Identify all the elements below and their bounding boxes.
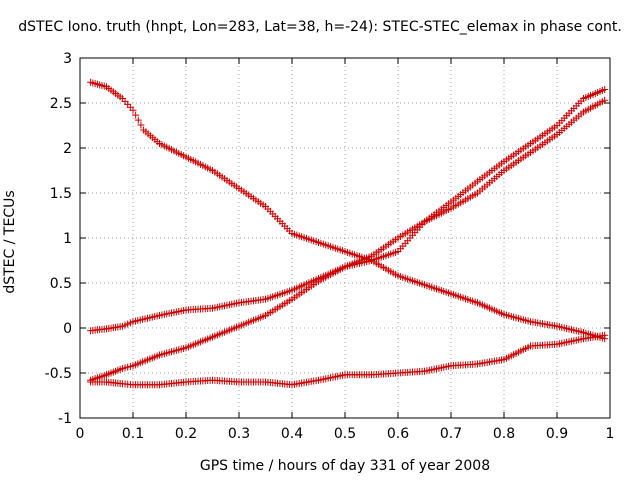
x-tick-label: 0.8	[493, 426, 515, 442]
y-tick-label: 2.5	[50, 96, 72, 112]
series-3	[87, 86, 609, 384]
x-tick-label: 0.9	[546, 426, 568, 442]
y-tick-label: 1	[63, 231, 72, 247]
y-tick-label: 1.5	[50, 186, 72, 202]
grid-lines	[80, 58, 610, 418]
data-point	[132, 111, 140, 119]
y-tick-label: -0.5	[45, 366, 72, 382]
x-tick-label: 0.3	[228, 426, 250, 442]
series-1	[87, 78, 609, 343]
y-tick-label: 3	[63, 51, 72, 67]
x-tick-label: 0.6	[387, 426, 409, 442]
data-point	[601, 331, 609, 339]
data-markers	[87, 78, 609, 389]
x-tick-label: 0.4	[281, 426, 303, 442]
data-point	[601, 96, 609, 104]
data-point	[134, 116, 142, 124]
x-tick-label: 0	[76, 426, 85, 442]
series-4	[87, 331, 609, 389]
chart-title: dSTEC Iono. truth (hnpt, Lon=283, Lat=38…	[18, 19, 622, 35]
x-tick-label: 0.7	[440, 426, 462, 442]
x-tick-label: 1	[606, 426, 615, 442]
x-tick-label: 0.1	[122, 426, 144, 442]
data-point	[601, 86, 609, 93]
data-point	[129, 106, 137, 114]
y-tick-label: -1	[58, 411, 72, 427]
y-tick-label: 0	[63, 321, 72, 337]
series-2	[87, 96, 609, 335]
data-point	[137, 121, 145, 129]
x-axis-label: GPS time / hours of day 331 of year 2008	[199, 458, 491, 474]
y-tick-label: 0.5	[50, 276, 72, 292]
y-axis-label: dSTEC / TECUs	[2, 190, 18, 294]
y-tick-label: 2	[63, 141, 72, 157]
x-tick-label: 0.2	[175, 426, 197, 442]
axis-ticks: 0 0.1 0.2 0.3 0.4 0.5 0.6 0.7 0.8 0.9 1 -1 -0.5 0 0.5 1…	[45, 51, 615, 442]
x-tick-label: 0.5	[334, 426, 356, 442]
